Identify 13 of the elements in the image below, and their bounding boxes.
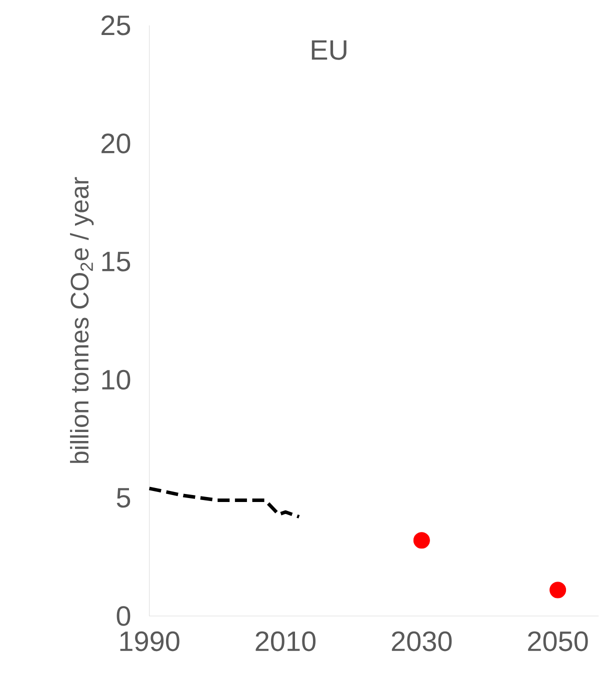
x-tick-label: 1990 bbox=[120, 631, 180, 652]
y-axis-title: billion tonnes CO$_{2}$e / year bbox=[70, 177, 94, 463]
x-tick-label: 2050 bbox=[528, 631, 588, 652]
y-tick-label: 0 bbox=[116, 606, 130, 626]
y-tick-label: 20 bbox=[102, 134, 130, 154]
y-tick-label: 5 bbox=[116, 488, 130, 508]
x-tick-label: 2030 bbox=[392, 631, 452, 652]
x-tick-label: 2010 bbox=[256, 631, 316, 652]
y-tick-label: 25 bbox=[102, 15, 130, 36]
y-tick-label: 15 bbox=[102, 252, 130, 272]
y-tick-label: 10 bbox=[102, 370, 130, 390]
chart-title: EU bbox=[312, 40, 346, 60]
line-series bbox=[148, 486, 301, 518]
